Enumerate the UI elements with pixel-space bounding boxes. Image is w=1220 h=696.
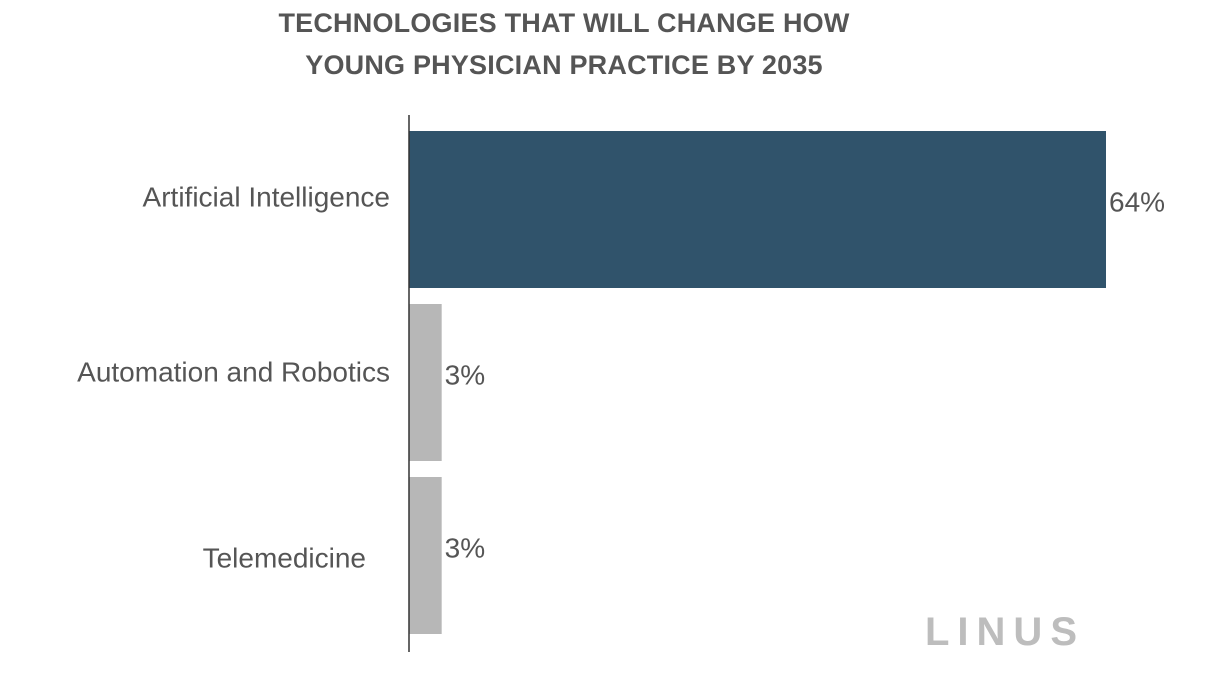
bars-layer: Artificial Intelligence 64% Automation and… <box>77 131 1165 634</box>
bar-telemedicine <box>409 477 442 634</box>
chart-title-line-2: YOUNG PHYSICIAN PRACTICE BY 2035 <box>305 50 823 80</box>
bar-artificial-intelligence <box>409 131 1106 288</box>
category-label-artificial-intelligence: Artificial Intelligence <box>143 182 390 213</box>
value-label-artificial-intelligence: 64% <box>1109 187 1165 218</box>
linus-logo: LINUS <box>925 610 1085 654</box>
category-label-telemedicine: Telemedicine <box>203 543 366 574</box>
value-label-automation-and-robotics: 3% <box>445 360 485 391</box>
value-label-telemedicine: 3% <box>445 533 485 564</box>
category-label-automation-and-robotics: Automation and Robotics <box>77 357 390 388</box>
bar-automation-and-robotics <box>409 304 442 461</box>
chart-title-line-1: TECHNOLOGIES THAT WILL CHANGE HOW <box>278 8 850 38</box>
chart-title: TECHNOLOGIES THAT WILL CHANGE HOW YOUNG … <box>0 2 1128 86</box>
